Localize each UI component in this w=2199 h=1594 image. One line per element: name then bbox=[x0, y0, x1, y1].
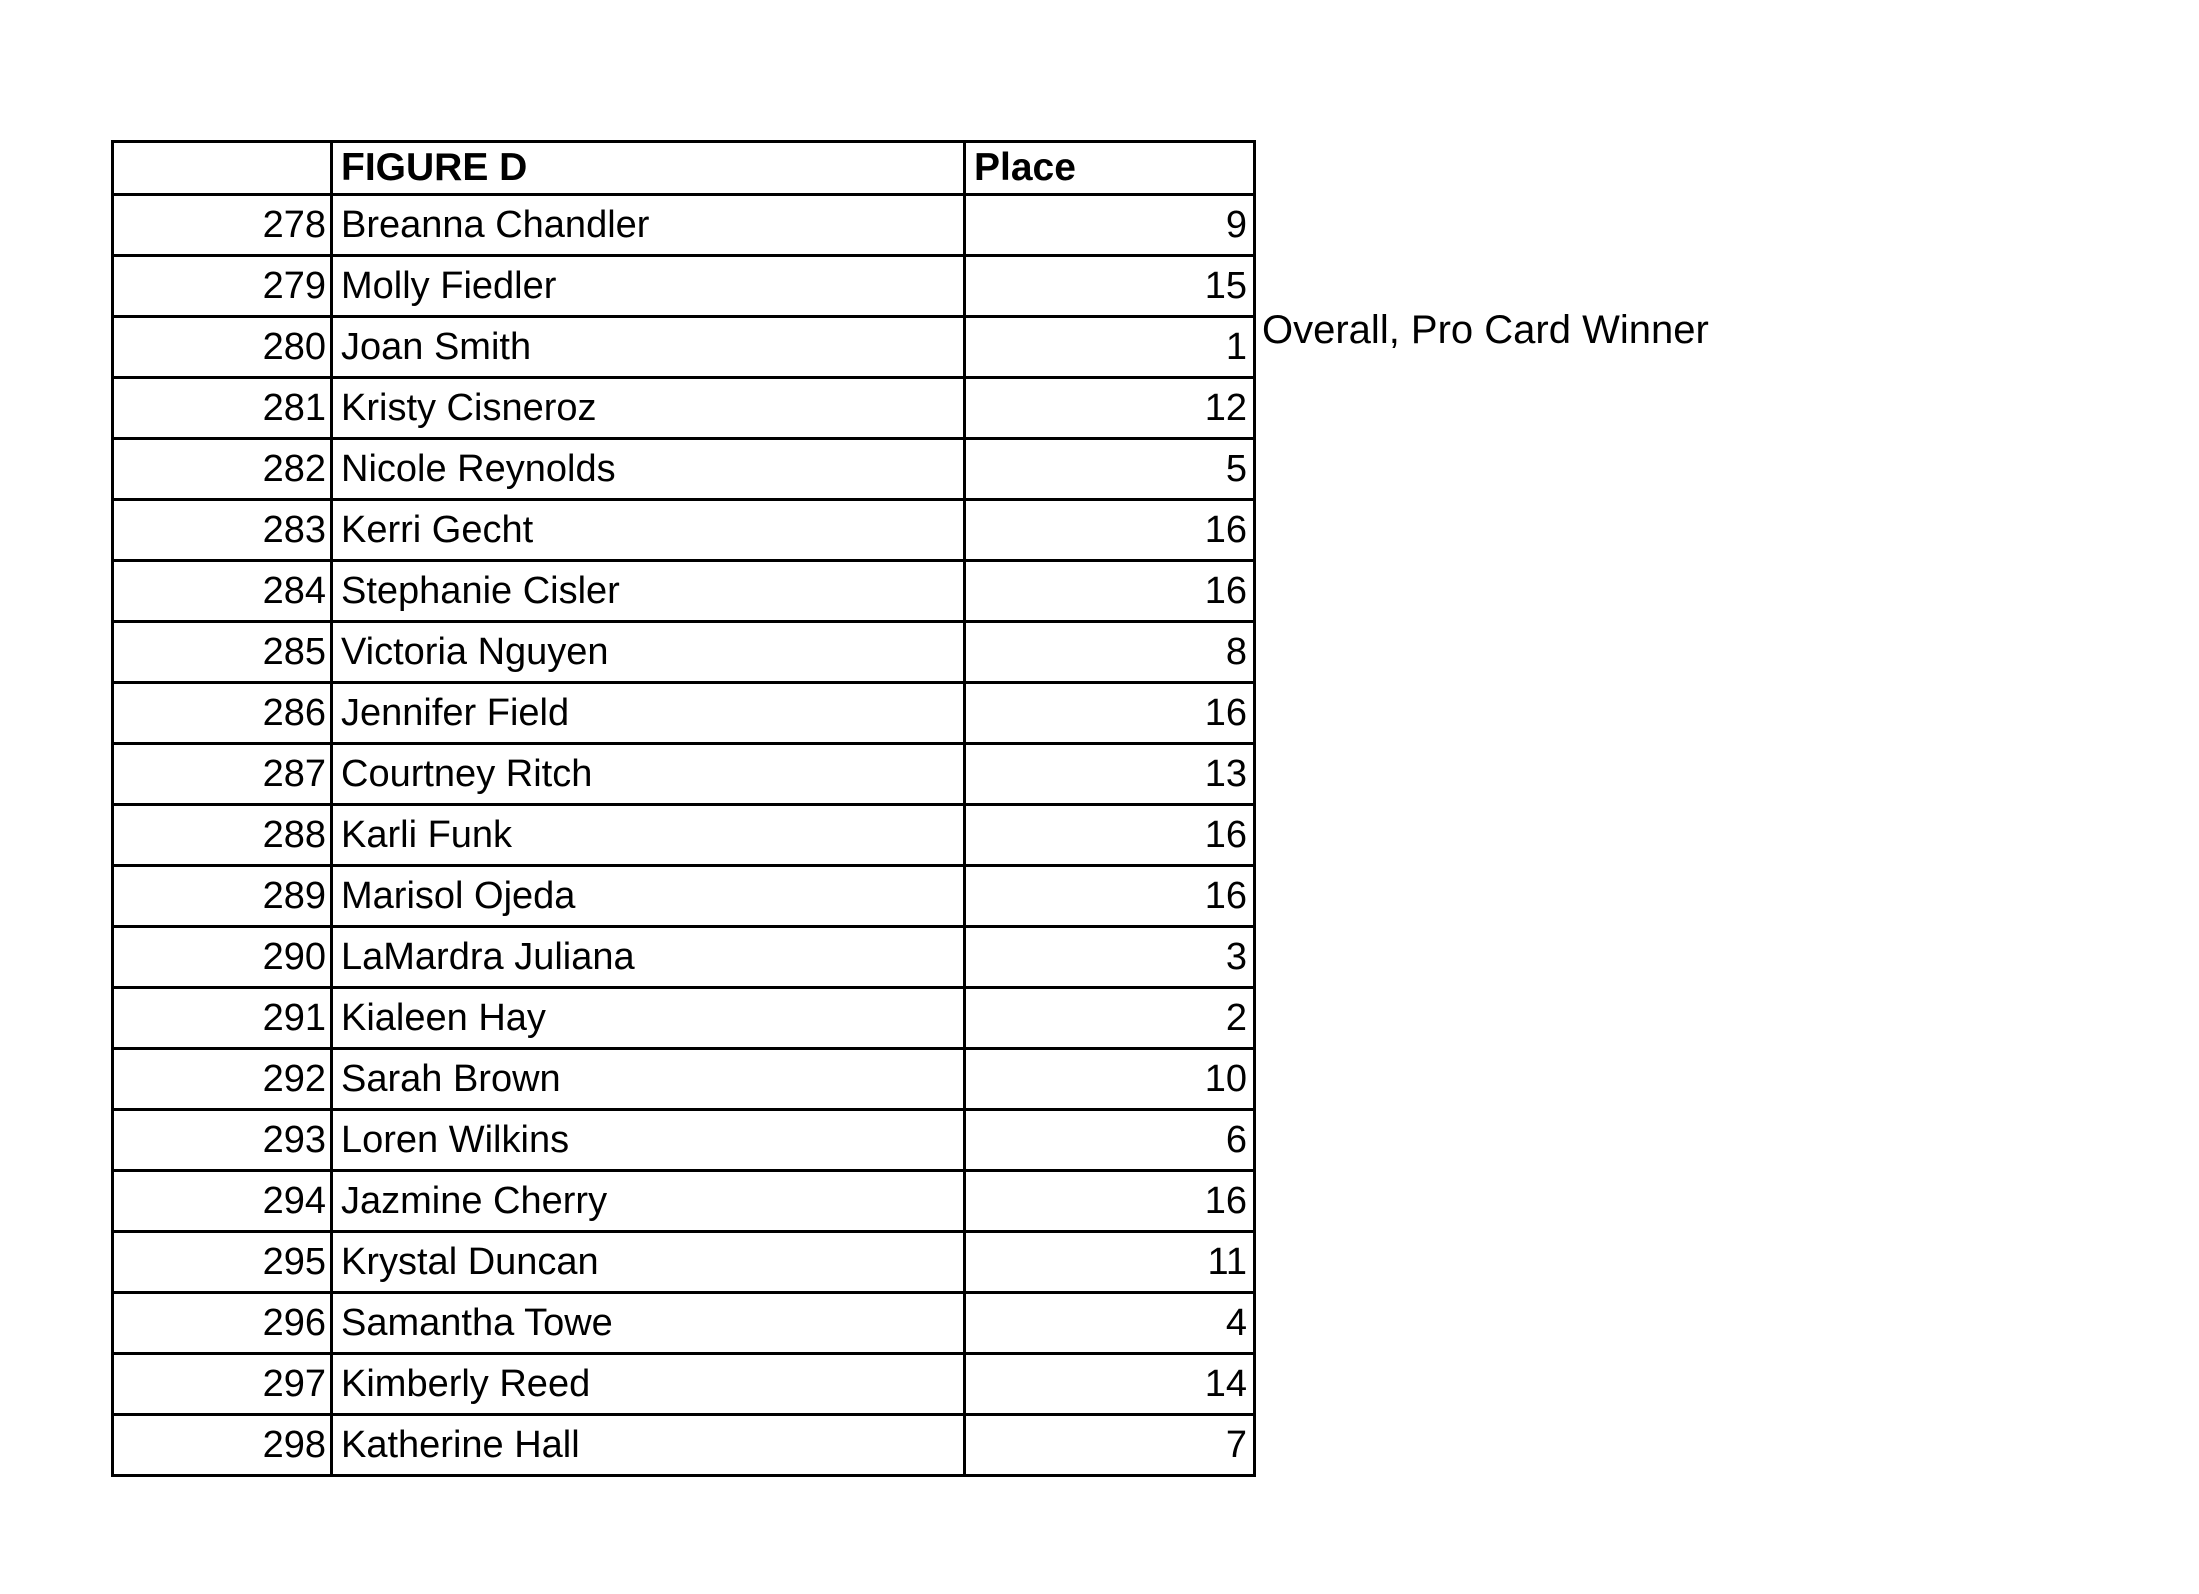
competitor-number: 283 bbox=[111, 498, 333, 562]
competitor-place: 1 bbox=[963, 315, 1256, 379]
competitor-name: Loren Wilkins bbox=[330, 1108, 966, 1172]
competitor-number: 284 bbox=[111, 559, 333, 623]
competitor-name: Kristy Cisneroz bbox=[330, 376, 966, 440]
competitor-place: 13 bbox=[963, 742, 1256, 806]
table-row: 279 Molly Fiedler 15 bbox=[111, 254, 1256, 318]
competitor-number: 281 bbox=[111, 376, 333, 440]
table-row: 281 Kristy Cisneroz 12 bbox=[111, 376, 1256, 440]
competitor-number: 282 bbox=[111, 437, 333, 501]
competitor-place: 16 bbox=[963, 803, 1256, 867]
competitor-place: 14 bbox=[963, 1352, 1256, 1416]
competitor-name: Marisol Ojeda bbox=[330, 864, 966, 928]
competitor-place: 9 bbox=[963, 193, 1256, 257]
table-row: 289 Marisol Ojeda 16 bbox=[111, 864, 1256, 928]
competitor-number: 294 bbox=[111, 1169, 333, 1233]
competitor-number: 287 bbox=[111, 742, 333, 806]
table-row: 286 Jennifer Field 16 bbox=[111, 681, 1256, 745]
table-row: 293 Loren Wilkins 6 bbox=[111, 1108, 1256, 1172]
competitor-place: 3 bbox=[963, 925, 1256, 989]
table-header-row: FIGURE D Place bbox=[111, 140, 1256, 196]
competitor-name: Jazmine Cherry bbox=[330, 1169, 966, 1233]
competitor-place: 16 bbox=[963, 681, 1256, 745]
competitor-place: 15 bbox=[963, 254, 1256, 318]
competitor-place: 8 bbox=[963, 620, 1256, 684]
competitor-number: 285 bbox=[111, 620, 333, 684]
competitor-number: 293 bbox=[111, 1108, 333, 1172]
competitor-name: Jennifer Field bbox=[330, 681, 966, 745]
competitor-number: 289 bbox=[111, 864, 333, 928]
table-row: 283 Kerri Gecht 16 bbox=[111, 498, 1256, 562]
competitor-name: LaMardra Juliana bbox=[330, 925, 966, 989]
competitor-place: 11 bbox=[963, 1230, 1256, 1294]
competitor-number: 280 bbox=[111, 315, 333, 379]
competitor-place: 12 bbox=[963, 376, 1256, 440]
competitor-name: Kerri Gecht bbox=[330, 498, 966, 562]
table-row: 287 Courtney Ritch 13 bbox=[111, 742, 1256, 806]
competitor-place: 4 bbox=[963, 1291, 1256, 1355]
competitor-number: 292 bbox=[111, 1047, 333, 1111]
competitor-number: 291 bbox=[111, 986, 333, 1050]
table-row: 278 Breanna Chandler 9 bbox=[111, 193, 1256, 257]
table-row: 297 Kimberly Reed 14 bbox=[111, 1352, 1256, 1416]
competitor-place: 2 bbox=[963, 986, 1256, 1050]
table-row: 294 Jazmine Cherry 16 bbox=[111, 1169, 1256, 1233]
competitor-place: 10 bbox=[963, 1047, 1256, 1111]
competitor-name: Krystal Duncan bbox=[330, 1230, 966, 1294]
competitor-place: 5 bbox=[963, 437, 1256, 501]
table-row: 298 Katherine Hall 7 bbox=[111, 1413, 1256, 1477]
competitor-name: Kimberly Reed bbox=[330, 1352, 966, 1416]
figure-d-results-table: FIGURE D Place 278 Breanna Chandler 9 279 Mo… bbox=[111, 140, 1256, 1477]
overall-pro-card-winner-note: Overall, Pro Card Winner bbox=[1262, 308, 1709, 352]
competitor-name: Joan Smith bbox=[330, 315, 966, 379]
competitor-number: 298 bbox=[111, 1413, 333, 1477]
table-body: 278 Breanna Chandler 9 279 Molly Fiedler 15 28… bbox=[111, 193, 1256, 1477]
competitor-name: Nicole Reynolds bbox=[330, 437, 966, 501]
competitor-place: 16 bbox=[963, 1169, 1256, 1233]
competitor-number: 286 bbox=[111, 681, 333, 745]
competitor-name: Stephanie Cisler bbox=[330, 559, 966, 623]
competitor-name: Courtney Ritch bbox=[330, 742, 966, 806]
competitor-number: 290 bbox=[111, 925, 333, 989]
competitor-place: 16 bbox=[963, 864, 1256, 928]
table-row: 288 Karli Funk 16 bbox=[111, 803, 1256, 867]
competitor-number: 295 bbox=[111, 1230, 333, 1294]
competitor-name: Molly Fiedler bbox=[330, 254, 966, 318]
table-row: 282 Nicole Reynolds 5 bbox=[111, 437, 1256, 501]
table-row: 291 Kialeen Hay 2 bbox=[111, 986, 1256, 1050]
competitor-name: Samantha Towe bbox=[330, 1291, 966, 1355]
competitor-place: 16 bbox=[963, 559, 1256, 623]
competitor-place: 16 bbox=[963, 498, 1256, 562]
competitor-number: 278 bbox=[111, 193, 333, 257]
table-row: 284 Stephanie Cisler 16 bbox=[111, 559, 1256, 623]
column-header-division: FIGURE D bbox=[330, 140, 966, 196]
competitor-place: 6 bbox=[963, 1108, 1256, 1172]
table-row: 292 Sarah Brown 10 bbox=[111, 1047, 1256, 1111]
competitor-number: 288 bbox=[111, 803, 333, 867]
competitor-name: Katherine Hall bbox=[330, 1413, 966, 1477]
table-row: 296 Samantha Towe 4 bbox=[111, 1291, 1256, 1355]
competitor-name: Karli Funk bbox=[330, 803, 966, 867]
competitor-name: Kialeen Hay bbox=[330, 986, 966, 1050]
competitor-name: Breanna Chandler bbox=[330, 193, 966, 257]
table-row: 280 Joan Smith 1 bbox=[111, 315, 1256, 379]
competitor-name: Sarah Brown bbox=[330, 1047, 966, 1111]
column-header-place: Place bbox=[963, 140, 1256, 196]
column-header-number bbox=[111, 140, 333, 196]
competitor-number: 296 bbox=[111, 1291, 333, 1355]
table-row: 285 Victoria Nguyen 8 bbox=[111, 620, 1256, 684]
table-row: 295 Krystal Duncan 11 bbox=[111, 1230, 1256, 1294]
competitor-number: 279 bbox=[111, 254, 333, 318]
competitor-place: 7 bbox=[963, 1413, 1256, 1477]
competitor-number: 297 bbox=[111, 1352, 333, 1416]
competitor-name: Victoria Nguyen bbox=[330, 620, 966, 684]
table-row: 290 LaMardra Juliana 3 bbox=[111, 925, 1256, 989]
